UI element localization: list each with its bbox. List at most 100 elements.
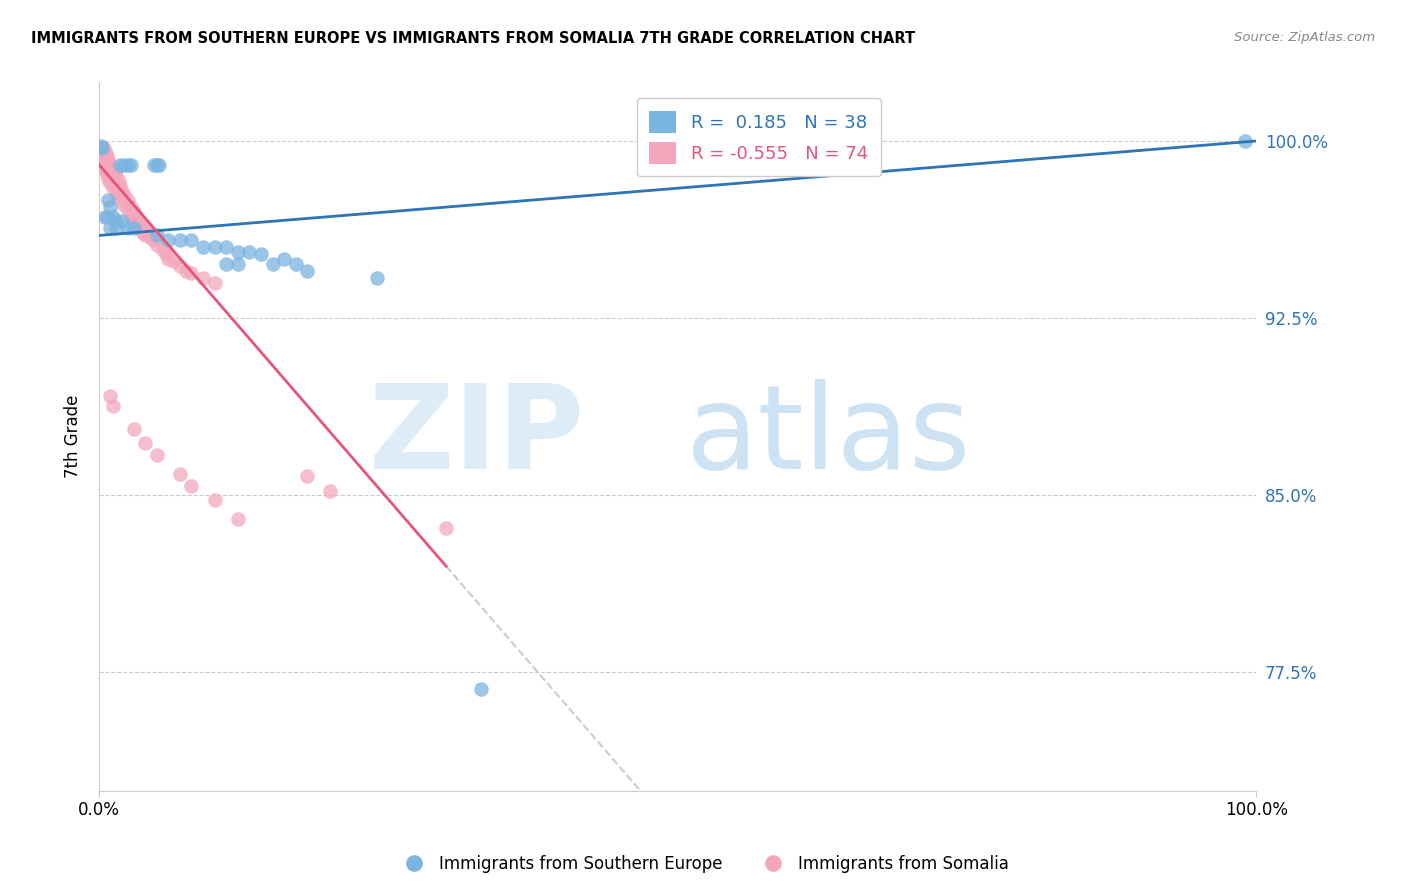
- Point: [117, 158, 139, 172]
- Point: [96, 167, 118, 181]
- Point: [434, 521, 457, 535]
- Point: [100, 158, 122, 172]
- Point: [101, 171, 124, 186]
- Point: [204, 493, 226, 508]
- Point: [97, 153, 120, 167]
- Point: [273, 252, 295, 266]
- Point: [180, 479, 202, 493]
- Point: [297, 469, 319, 483]
- Point: [100, 221, 122, 235]
- Point: [157, 252, 180, 266]
- Point: [96, 151, 118, 165]
- Point: [100, 389, 122, 403]
- Point: [96, 210, 118, 224]
- Point: [470, 681, 492, 696]
- Point: [204, 276, 226, 290]
- Point: [120, 200, 142, 214]
- Point: [238, 244, 260, 259]
- Point: [145, 448, 167, 462]
- Point: [134, 221, 156, 235]
- Point: [105, 188, 128, 202]
- Point: [226, 257, 249, 271]
- Point: [155, 247, 177, 261]
- Point: [143, 158, 166, 172]
- Point: [90, 141, 112, 155]
- Point: [91, 141, 114, 155]
- Point: [262, 257, 284, 271]
- Point: [152, 243, 174, 257]
- Point: [93, 210, 115, 224]
- Text: ZIP: ZIP: [368, 379, 585, 494]
- Point: [105, 214, 128, 228]
- Text: atlas: atlas: [686, 379, 970, 494]
- Point: [163, 254, 186, 268]
- Point: [104, 164, 127, 178]
- Legend: Immigrants from Southern Europe, Immigrants from Somalia: Immigrants from Southern Europe, Immigra…: [391, 848, 1015, 880]
- Point: [169, 233, 191, 247]
- Point: [94, 155, 117, 169]
- Point: [97, 162, 120, 177]
- Point: [97, 171, 120, 186]
- Point: [128, 221, 150, 235]
- Point: [117, 221, 139, 235]
- Point: [132, 226, 155, 240]
- Point: [111, 214, 134, 228]
- Point: [125, 210, 148, 224]
- Point: [215, 257, 238, 271]
- Y-axis label: 7th Grade: 7th Grade: [65, 394, 82, 478]
- Point: [180, 233, 202, 247]
- Point: [366, 271, 388, 285]
- Point: [105, 169, 128, 184]
- Point: [319, 483, 342, 498]
- Point: [143, 233, 166, 247]
- Point: [169, 259, 191, 273]
- Point: [90, 138, 112, 153]
- Point: [145, 228, 167, 243]
- Point: [148, 158, 170, 172]
- Point: [125, 217, 148, 231]
- Point: [111, 193, 134, 207]
- Point: [120, 158, 142, 172]
- Point: [107, 184, 129, 198]
- Point: [100, 200, 122, 214]
- Point: [157, 233, 180, 247]
- Point: [111, 184, 134, 198]
- Point: [105, 178, 128, 193]
- Point: [226, 512, 249, 526]
- Point: [97, 193, 120, 207]
- Point: [139, 231, 162, 245]
- Point: [94, 145, 117, 160]
- Point: [90, 151, 112, 165]
- Point: [93, 151, 115, 165]
- Point: [108, 158, 131, 172]
- Point: [112, 158, 135, 172]
- Point: [191, 271, 214, 285]
- Point: [93, 141, 115, 155]
- Point: [145, 238, 167, 252]
- Point: [117, 193, 139, 207]
- Legend: R =  0.185   N = 38, R = -0.555   N = 74: R = 0.185 N = 38, R = -0.555 N = 74: [637, 98, 880, 177]
- Point: [117, 202, 139, 217]
- Point: [100, 177, 122, 191]
- Point: [250, 247, 273, 261]
- Point: [112, 188, 135, 202]
- Point: [101, 399, 124, 413]
- Point: [134, 228, 156, 243]
- Point: [191, 240, 214, 254]
- Point: [174, 264, 197, 278]
- Point: [297, 264, 319, 278]
- Point: [94, 164, 117, 178]
- Point: [226, 244, 249, 259]
- Point: [180, 266, 202, 280]
- Point: [93, 160, 115, 174]
- Point: [122, 211, 145, 226]
- Point: [132, 219, 155, 233]
- Point: [104, 174, 127, 188]
- Point: [136, 226, 159, 240]
- Point: [105, 221, 128, 235]
- Point: [1233, 134, 1256, 148]
- Point: [108, 178, 131, 193]
- Point: [101, 181, 124, 195]
- Point: [128, 214, 150, 228]
- Point: [134, 436, 156, 450]
